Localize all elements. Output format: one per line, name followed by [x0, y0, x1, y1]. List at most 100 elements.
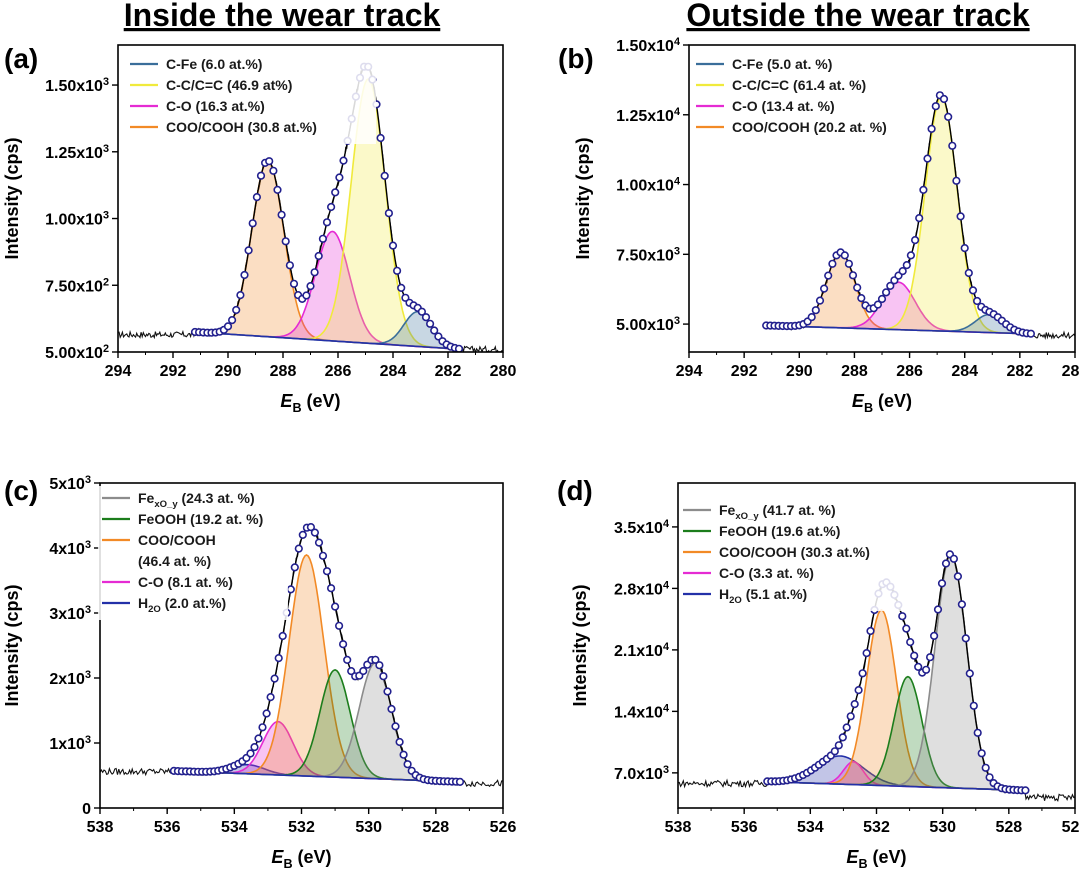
data-point	[289, 279, 299, 288]
y-tick-label: 1.00x103	[45, 210, 109, 229]
data-point	[314, 251, 323, 261]
data-point	[322, 567, 332, 576]
data-point	[830, 747, 839, 756]
x-tick-label: 282	[435, 363, 462, 380]
data-point	[376, 133, 385, 143]
data-point	[914, 662, 923, 672]
data-point	[853, 283, 862, 292]
x-tick-label: 538	[665, 819, 692, 836]
legend-box	[692, 52, 922, 144]
data-point	[375, 661, 384, 670]
data-point	[952, 176, 961, 185]
data-point	[877, 294, 887, 304]
y-tick-label: 4x103	[49, 539, 91, 558]
data-point	[331, 188, 340, 197]
legend-label: (46.4 at. %)	[138, 553, 211, 569]
data-point	[937, 579, 947, 588]
data-point	[807, 313, 816, 322]
x-tick-label: 534	[797, 819, 824, 836]
plot-area	[762, 91, 1075, 340]
data-point	[228, 316, 237, 325]
data-point	[430, 326, 439, 335]
panel-c: 538 536 534 532 530 528 526 0 1x103 2x103 3x103 4x1…	[2, 474, 516, 871]
panel-label: (a)	[4, 43, 38, 74]
data-point	[223, 322, 233, 331]
data-point	[815, 296, 825, 305]
component-fill-co	[766, 282, 1031, 334]
x-tick-label: 290	[215, 363, 242, 380]
x-tick-label: 526	[490, 819, 517, 836]
component-fill-cccc	[766, 96, 1031, 334]
x-tick-label: 536	[154, 819, 181, 836]
legend-label: H2O (5.1 at.%)	[719, 586, 807, 606]
legend-label: COO/COOH	[138, 532, 216, 548]
data-point	[274, 653, 283, 663]
legend-box	[98, 486, 288, 620]
data-point	[244, 246, 253, 255]
legend: FexO_y (24.3 at. %)FeOOH (19.2 at. %) COO…	[98, 486, 288, 620]
data-point	[981, 763, 990, 772]
data-point	[384, 209, 394, 218]
data-point	[331, 602, 340, 611]
y-tick-label: 1.50x104	[616, 36, 680, 55]
data-point	[906, 637, 915, 647]
data-point	[298, 530, 307, 540]
data-point	[314, 538, 324, 547]
data-point	[929, 631, 939, 641]
data-point	[395, 737, 404, 747]
data-point	[834, 741, 843, 750]
data-point	[294, 544, 303, 553]
data-point	[310, 528, 320, 537]
data-point	[335, 621, 344, 630]
component-fill-cfe	[195, 311, 462, 350]
y-tick-label: 2.1x104	[614, 641, 669, 660]
data-point	[421, 313, 431, 322]
data-point	[910, 651, 919, 660]
data-point	[866, 626, 875, 636]
data-point	[848, 271, 858, 280]
data-point	[844, 259, 854, 268]
data-point	[902, 261, 911, 270]
data-point	[906, 251, 916, 260]
data-point	[1026, 329, 1035, 338]
data-point	[454, 344, 464, 352]
panel-b: 294 292 290 288 286 284 282 280 5.00x103 7.50x103…	[558, 36, 1080, 415]
data-point	[318, 234, 328, 243]
data-point	[343, 655, 352, 665]
data-point	[972, 296, 982, 306]
y-axis-label: Intensity (cps)	[2, 584, 22, 706]
x-tick-label: 528	[422, 819, 449, 836]
y-tick-label: 5.00x103	[616, 315, 680, 334]
data-point	[310, 268, 319, 277]
legend-box	[679, 498, 909, 611]
data-point	[302, 291, 311, 300]
data-point	[417, 307, 427, 316]
y-tick-label: 7.50x103	[616, 245, 680, 264]
legend-label: H2O (2.0 at.%)	[138, 595, 226, 615]
panel-a: 294 292 290 288 286 284 282 280 5.00x102 7.50x102…	[2, 43, 516, 415]
data-point	[923, 154, 932, 163]
y-tick-label: 5.00x102	[45, 343, 109, 362]
y-tick-label: 0	[82, 801, 91, 818]
data-point	[258, 723, 267, 732]
x-tick-label: 532	[288, 819, 315, 836]
background-line	[194, 331, 462, 351]
data-point	[397, 283, 406, 293]
data-point	[902, 624, 911, 633]
data-point	[873, 300, 883, 309]
x-tick-label: 286	[896, 363, 923, 380]
y-tick-label: 1.00x104	[616, 176, 680, 195]
x-tick-label: 286	[325, 363, 352, 380]
data-point	[327, 202, 336, 212]
legend-label: C-O (16.3 at.%)	[166, 98, 265, 114]
x-tick-label: 290	[786, 363, 813, 380]
legend-label: COO/COOH (30.8 at.%)	[166, 119, 317, 135]
component-fill-cccc	[195, 79, 462, 350]
x-tick-label: 528	[995, 819, 1022, 836]
legend-label: C-O (8.1 at. %)	[138, 574, 233, 590]
x-axis-label: EB (eV)	[846, 847, 906, 871]
data-point	[380, 171, 389, 180]
data-point	[278, 631, 287, 641]
y-axis-label: Intensity (cps)	[573, 137, 593, 259]
